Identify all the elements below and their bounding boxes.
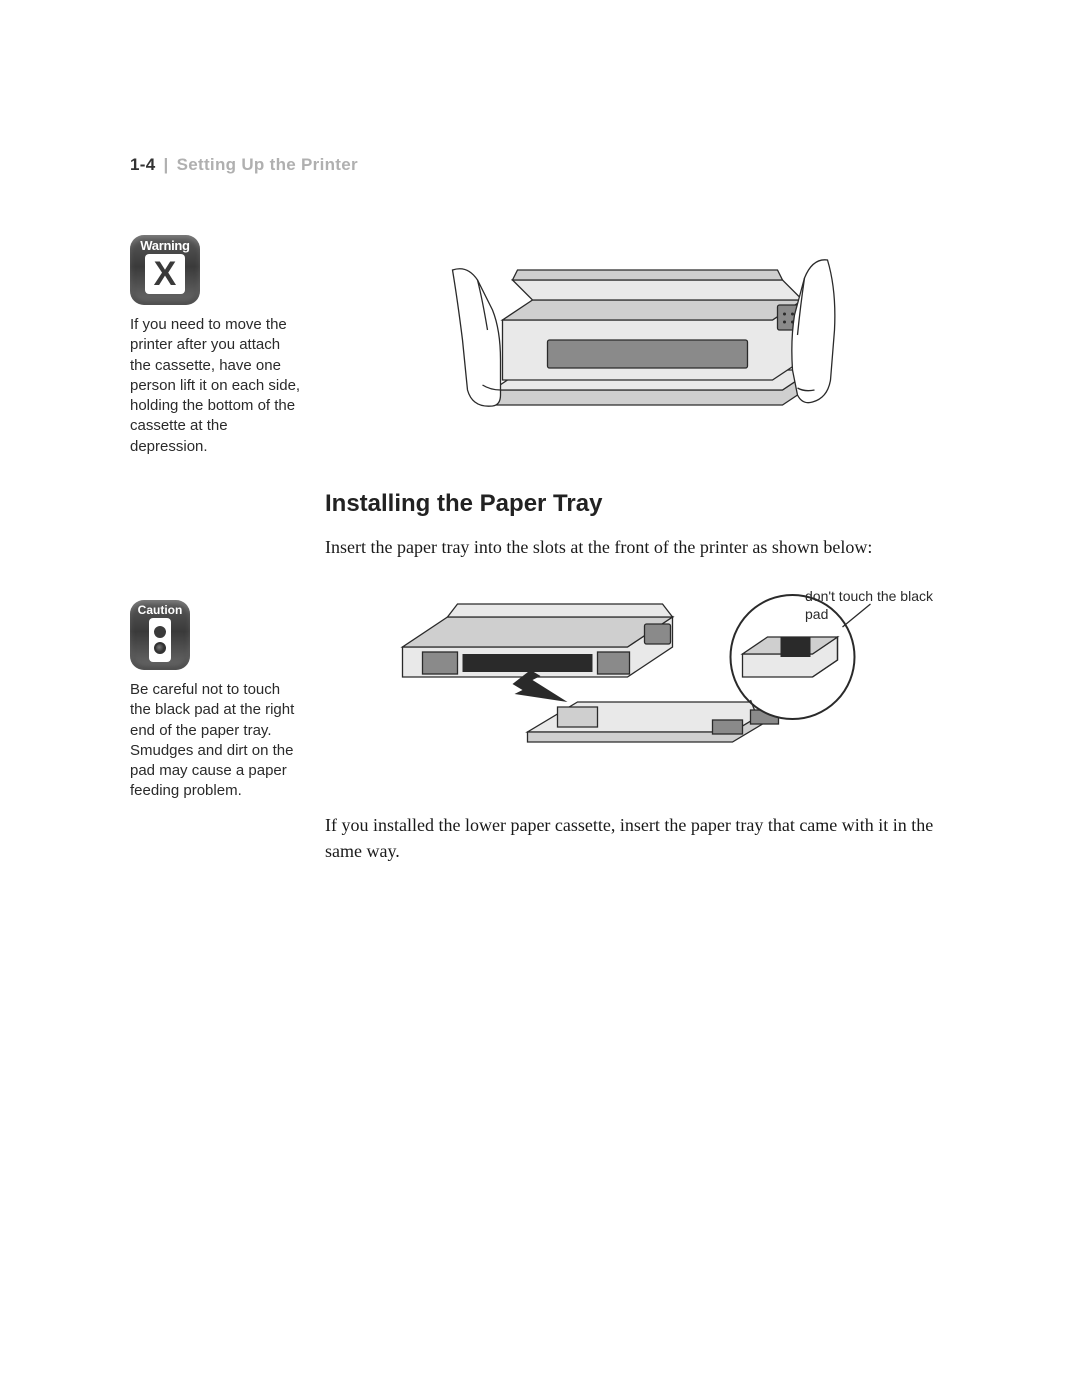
caution-label: Caution [138, 603, 183, 617]
caution-dot-bottom [154, 642, 166, 654]
running-header: 1-4 | Setting Up the Printer [130, 155, 960, 175]
warning-badge: Warning X [130, 235, 200, 305]
page-container: 1-4 | Setting Up the Printer Warning X I… [130, 155, 960, 874]
header-separator: | [164, 155, 169, 174]
caution-dot-top [154, 626, 166, 638]
caution-sidebar: Caution Be careful not to touch the blac… [130, 600, 325, 874]
section-after-figure: If you installed the lower paper cassett… [325, 812, 960, 864]
paper-tray-illustration-wrap: don't touch the black pad [325, 582, 960, 792]
figure-1-container: Installing the Paper Tray Insert the pap… [325, 235, 960, 570]
callout-text: don't touch the black pad [805, 587, 935, 623]
section-title: Installing the Paper Tray [325, 490, 960, 518]
chapter-title: Setting Up the Printer [177, 155, 358, 174]
caution-badge: Caution [130, 600, 190, 670]
section-intro: Insert the paper tray into the slots at … [325, 534, 960, 560]
figure-2-container: don't touch the black pad [325, 570, 960, 874]
warning-sidebar: Warning X If you need to move the printe… [130, 235, 325, 570]
page-number: 1-4 [130, 155, 155, 174]
caution-text: Be careful not to touch the black pad at… [130, 680, 305, 802]
warning-x-icon: X [145, 254, 185, 294]
printer-lift-illustration [325, 230, 960, 460]
caution-lights-icon [149, 618, 171, 662]
content-grid: Warning X If you need to move the printe… [130, 235, 960, 874]
warning-text: If you need to move the printer after yo… [130, 315, 305, 457]
warning-label: Warning [140, 238, 189, 253]
